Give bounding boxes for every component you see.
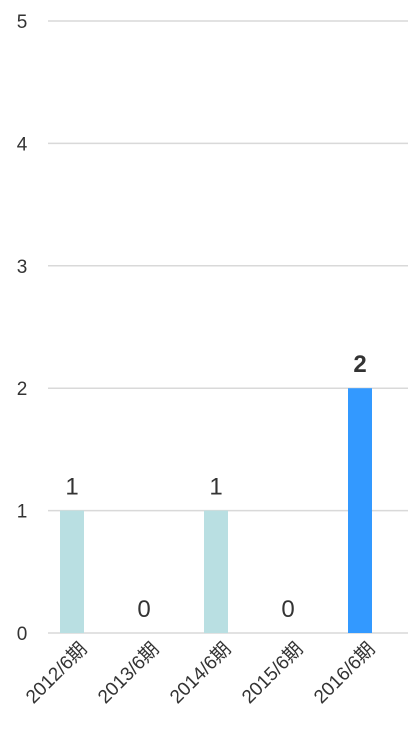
y-tick-label: 2 xyxy=(17,379,28,400)
x-tick-label: 2013/6期 xyxy=(93,638,163,708)
data-label: 0 xyxy=(137,596,150,623)
y-tick-label: 1 xyxy=(17,502,28,523)
bar xyxy=(60,510,84,633)
bar xyxy=(204,510,228,633)
y-tick-label: 0 xyxy=(17,624,28,645)
data-labels: 1 0 1 0 2 xyxy=(65,351,366,623)
x-tick-label: 2015/6期 xyxy=(237,638,307,708)
x-axis-ticks: 2012/6期 2013/6期 2014/6期 2015/6期 2016/6期 xyxy=(21,638,379,708)
data-label: 1 xyxy=(65,474,78,501)
bars xyxy=(60,388,372,633)
y-axis-ticks: 0 1 2 3 4 5 xyxy=(17,12,28,645)
x-tick-label: 2014/6期 xyxy=(165,638,235,708)
x-tick-label: 2012/6期 xyxy=(21,638,91,708)
data-label: 2 xyxy=(353,351,366,378)
data-label: 1 xyxy=(209,474,222,501)
bar xyxy=(348,388,372,633)
y-tick-label: 4 xyxy=(17,134,28,155)
data-label: 0 xyxy=(281,596,294,623)
y-tick-label: 5 xyxy=(17,12,28,33)
y-tick-label: 3 xyxy=(17,257,28,278)
x-tick-label: 2016/6期 xyxy=(309,638,379,708)
